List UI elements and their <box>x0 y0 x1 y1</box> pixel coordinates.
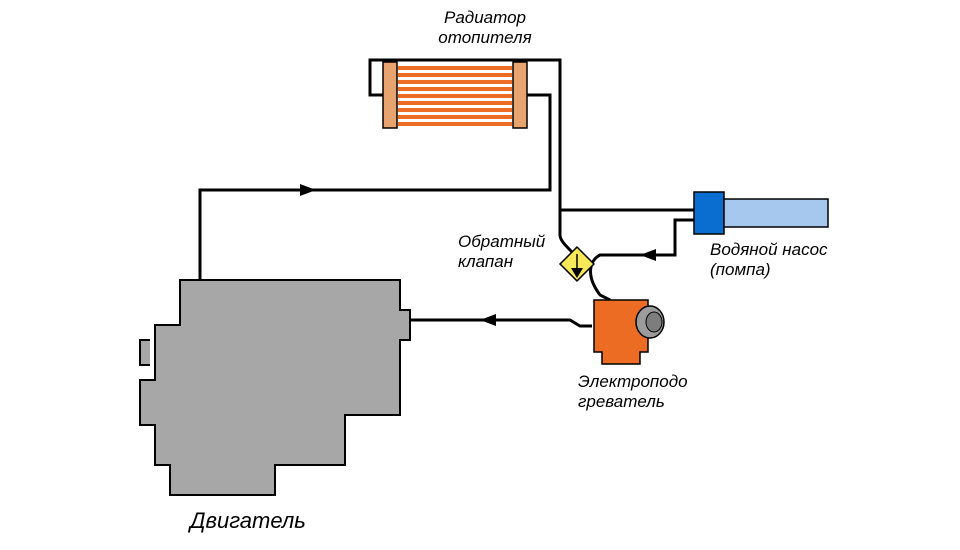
pipe-heater-to-engine <box>410 320 592 326</box>
valve-label-line2: клапан <box>458 252 513 271</box>
engine-label: Двигатель <box>190 508 306 533</box>
valve-label-line1: Обратный <box>458 232 545 251</box>
pump-label-line1: Водяной насос <box>710 240 828 259</box>
electric-heater-icon <box>594 300 664 364</box>
engine-shape <box>140 280 410 495</box>
radiator-icon <box>383 62 527 128</box>
valve-label: Обратный клапан <box>458 232 568 271</box>
radiator-label: Радиатор отопителя <box>410 8 560 47</box>
radiator-label-line1: Радиатор <box>444 8 526 27</box>
pump-label-line2: (помпа) <box>710 260 771 279</box>
pump-label: Водяной насос (помпа) <box>710 240 870 279</box>
heater-label-line2: греватель <box>578 392 665 411</box>
water-pump-icon <box>694 192 828 234</box>
heater-label: Электроподо греватель <box>578 372 738 411</box>
pipe-pump-to-heater <box>591 220 694 300</box>
engine-label-text: Двигатель <box>190 508 306 533</box>
arrow-left-icon <box>480 314 496 326</box>
radiator-label-line2: отопителя <box>438 28 531 47</box>
diagram-canvas: Радиатор отопителя Обратный клапан Водян… <box>0 0 960 550</box>
heater-label-line1: Электроподо <box>578 372 688 391</box>
arrow-left-icon <box>640 249 656 261</box>
arrow-right-icon <box>300 184 316 196</box>
